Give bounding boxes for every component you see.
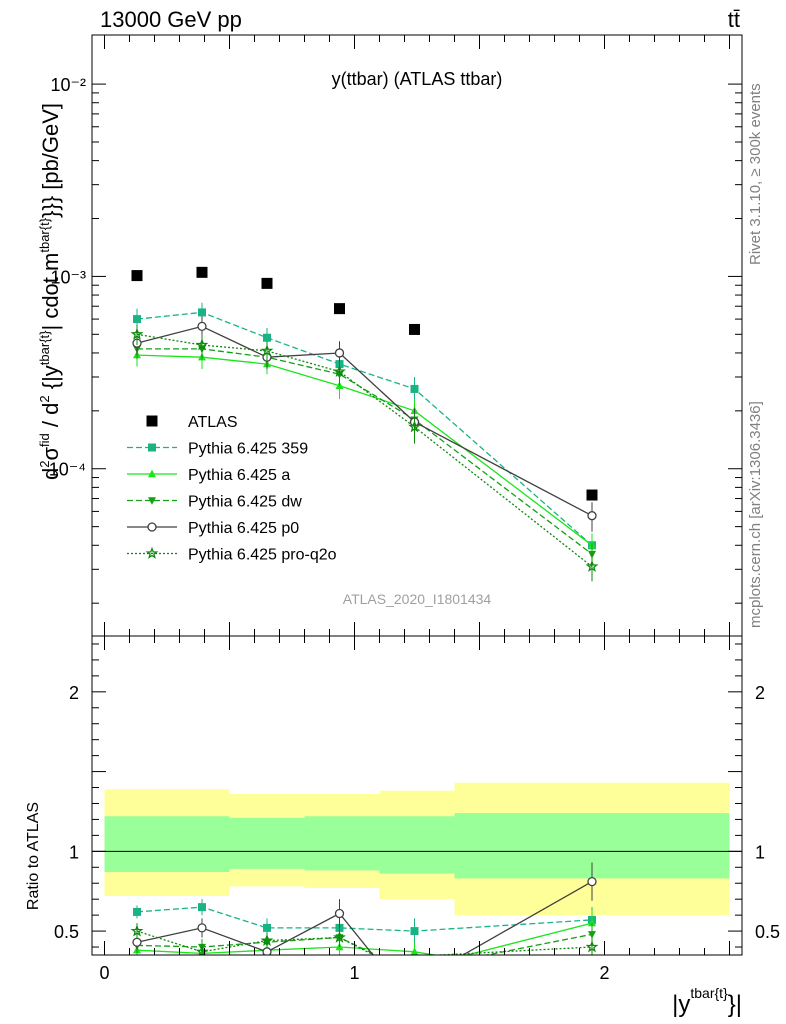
ratio-y-tick-label: 2	[69, 683, 79, 703]
data-point	[410, 927, 419, 936]
ratio-line	[136, 933, 593, 955]
data-point	[260, 933, 274, 947]
data-point	[334, 348, 345, 358]
data-point	[148, 497, 156, 505]
data-point	[410, 384, 419, 393]
data-point	[587, 511, 597, 521]
ratio-series-5	[130, 923, 599, 955]
data-point	[130, 327, 144, 340]
data-point	[197, 321, 207, 332]
uncertainty-band-inner	[104, 816, 230, 873]
main-y-axis-label: d2σfid / d2 {|ytbar{t}| cdot mtbar{t}}}}…	[37, 103, 63, 480]
series-line	[136, 333, 593, 568]
main-panel: y(ttbar) (ATLAS ttbar) ATLAS_2020_I18014…	[49, 34, 743, 637]
series-line	[136, 325, 593, 517]
data-point	[263, 333, 271, 342]
data-point	[132, 937, 142, 947]
uncertainty-band-inner	[229, 817, 305, 869]
legend-item: ATLAS	[146, 414, 238, 431]
series-0	[131, 266, 598, 501]
legend-item: Pythia 6.425 pro-q2o	[127, 547, 337, 564]
legend-item: Pythia 6.425 a	[127, 467, 290, 484]
data-point	[588, 918, 596, 927]
legend-label: ATLAS	[188, 414, 238, 431]
ratio-y-tick-label: 1	[69, 842, 79, 862]
data-point	[333, 930, 346, 943]
series-5	[130, 324, 599, 582]
data-point	[130, 924, 144, 937]
data-point	[587, 876, 597, 887]
data-point	[197, 923, 207, 933]
data-point	[131, 270, 143, 282]
series-line	[136, 311, 593, 546]
data-point	[148, 469, 156, 478]
data-point	[198, 903, 206, 912]
legend-label: Pythia 6.425 dw	[188, 494, 302, 511]
ratio-y-tick-label-right: 0.5	[755, 922, 780, 942]
data-point	[196, 266, 208, 278]
x-tick-label: 0	[99, 963, 109, 983]
y-tick-label: 10⁻³	[50, 267, 86, 287]
y-tick-label: 10⁻⁴	[49, 460, 86, 480]
legend-item: Pythia 6.425 p0	[127, 520, 299, 537]
legend-item: Pythia 6.425 dw	[127, 494, 302, 511]
data-point	[586, 489, 598, 501]
x-axis-label: |ytbar{t}}|	[672, 985, 742, 1018]
side-label-mcplots: mcplots.cern.ch [arXiv:1306.3436]	[747, 401, 764, 628]
legend-label: Pythia 6.425 359	[188, 441, 308, 458]
data-point	[195, 338, 209, 351]
legend-label: Pythia 6.425 a	[188, 467, 290, 484]
svg-text:d2σfid / d2 {|ytbar{t}| cdot m: d2σfid / d2 {|ytbar{t}| cdot mtbar{t}}}}…	[37, 103, 63, 480]
data-point	[195, 945, 209, 955]
data-point	[133, 907, 141, 916]
data-point	[333, 364, 346, 378]
legend: ATLAS Pythia 6.425 359 Pythia 6.425 a Pythi…	[127, 414, 337, 564]
data-point	[145, 546, 159, 559]
data-point	[409, 323, 420, 335]
data-point	[260, 344, 274, 357]
data-point	[334, 303, 345, 315]
header-process-label: tt̄	[728, 7, 740, 32]
legend-item: Pythia 6.425 359	[127, 441, 308, 458]
data-point	[585, 559, 599, 572]
ratio-panel: 0.5 0.5 1 1 2 2 0 1 2	[54, 635, 780, 983]
series-line	[137, 348, 593, 555]
side-label-rivet: Rivet 3.1.10, ≥ 300k events	[747, 83, 764, 265]
ratio-line	[136, 930, 593, 955]
ratio-y-tick-label-right: 1	[755, 842, 765, 862]
main-plot-title: y(ttbar) (ATLAS ttbar)	[332, 69, 503, 89]
ratio-frame	[91, 635, 743, 956]
uncertainty-band-inner	[379, 816, 455, 874]
data-point	[146, 415, 158, 427]
data-point	[147, 522, 157, 532]
data-point	[334, 908, 345, 919]
legend-label: Pythia 6.425 p0	[188, 520, 299, 537]
ratio-y-tick-label-right: 2	[755, 683, 765, 703]
data-point	[410, 947, 419, 955]
data-point	[585, 940, 599, 953]
data-point	[408, 420, 421, 433]
uncertainty-band-inner	[304, 816, 380, 871]
data-point	[261, 277, 273, 289]
x-tick-label: 2	[599, 963, 609, 983]
x-tick-label: 1	[349, 963, 359, 983]
legend-label: Pythia 6.425 pro-q2o	[188, 547, 337, 564]
data-point	[133, 315, 141, 324]
header-energy-label: 13000 GeV pp	[100, 7, 242, 32]
series-line	[136, 354, 593, 546]
ratio-line	[136, 906, 593, 932]
data-point	[198, 308, 206, 317]
data-point	[588, 931, 596, 939]
ratio-y-axis-label: Ratio to ATLAS	[25, 802, 42, 910]
svg-text:|ytbar{t}}|: |ytbar{t}}|	[672, 985, 742, 1018]
data-point	[148, 443, 156, 452]
ratio-y-tick-label: 0.5	[54, 922, 79, 942]
watermark-analysis-id: ATLAS_2020_I1801434	[343, 591, 492, 607]
y-tick-label: 10⁻²	[50, 75, 86, 95]
data-point	[263, 923, 271, 932]
